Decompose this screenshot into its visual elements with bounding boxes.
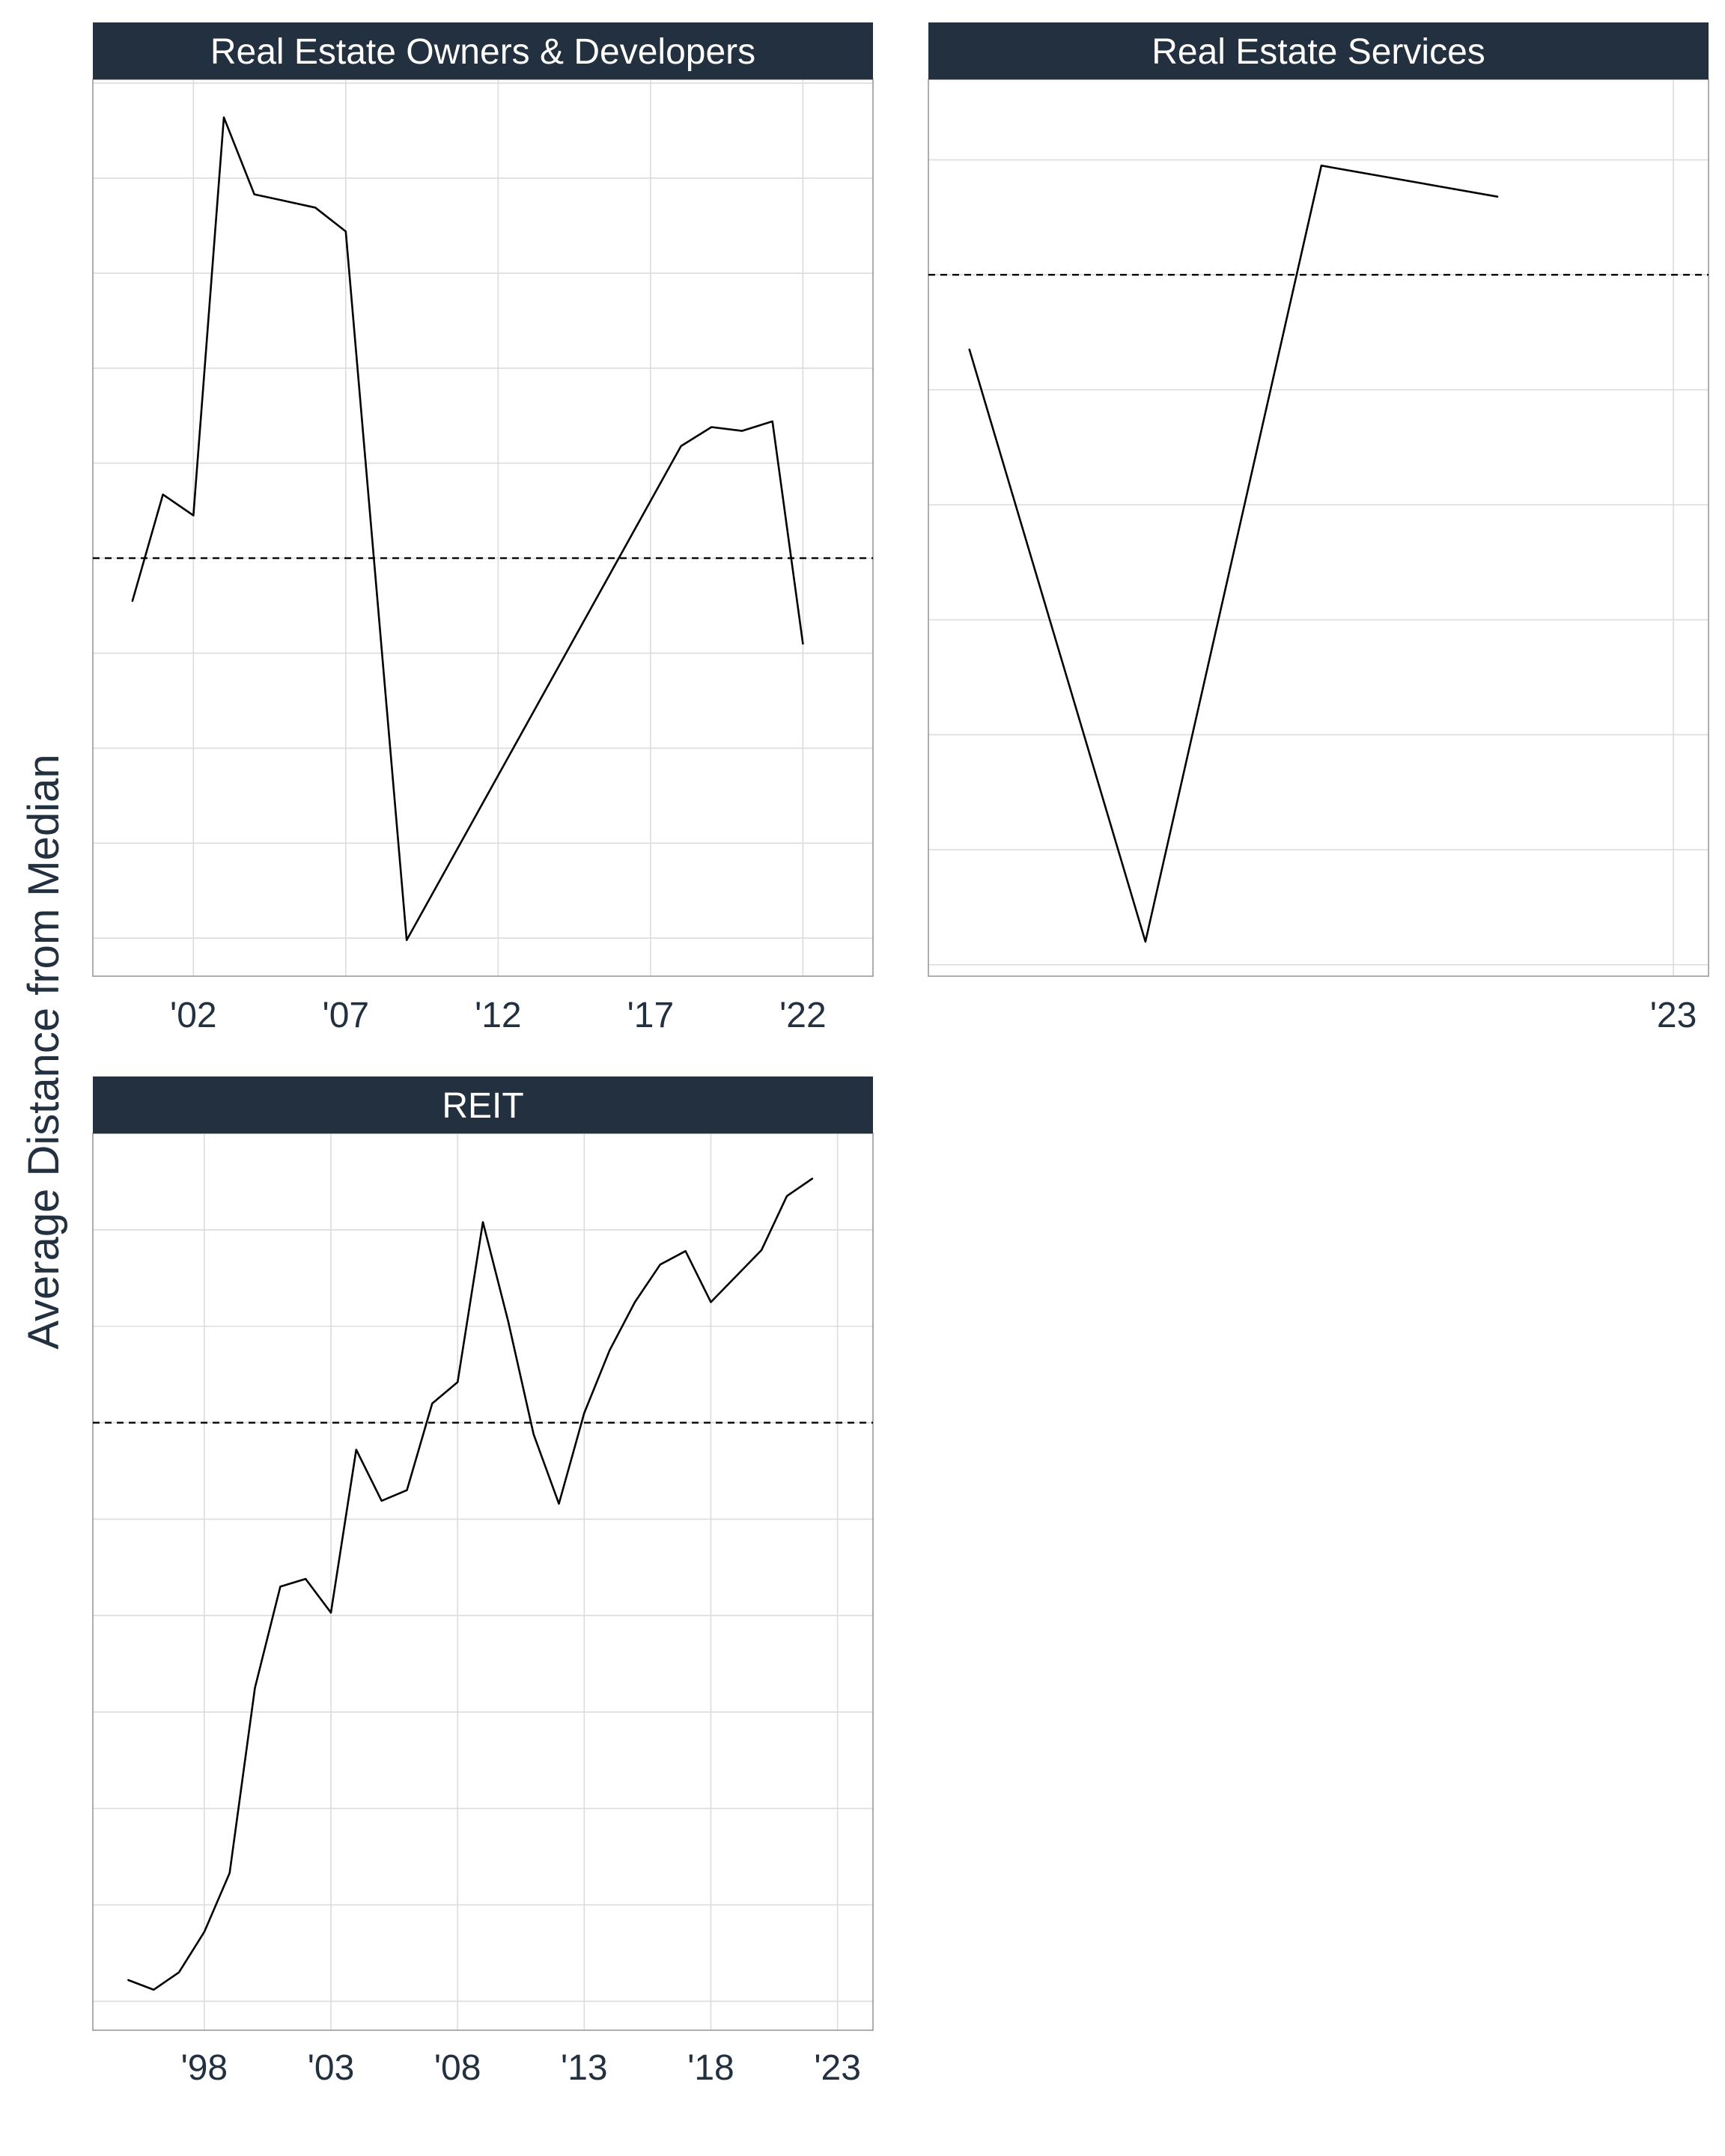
strip-header xyxy=(93,22,873,79)
series-line xyxy=(127,1178,814,1991)
data-point xyxy=(710,425,713,428)
data-point xyxy=(507,1320,510,1323)
data-point xyxy=(734,1275,737,1278)
data-point xyxy=(380,1499,383,1502)
data-point xyxy=(811,1178,814,1181)
data-point xyxy=(771,420,774,423)
x-tick-label: '02 xyxy=(170,996,217,1035)
data-point xyxy=(785,1195,788,1198)
x-tick-label: '08 xyxy=(434,2048,481,2088)
data-point xyxy=(177,1971,180,1974)
data-point xyxy=(152,1988,155,1991)
data-point xyxy=(1320,164,1323,167)
x-tick-label: '23 xyxy=(1650,996,1697,1035)
x-tick-label: '13 xyxy=(561,2048,608,2088)
data-point xyxy=(1496,195,1499,198)
data-point xyxy=(680,445,683,448)
data-point xyxy=(481,1221,484,1224)
data-point xyxy=(222,116,225,119)
data-point xyxy=(314,206,317,209)
data-point xyxy=(162,493,165,496)
data-point xyxy=(253,193,256,196)
data-point xyxy=(608,1349,611,1352)
x-tick-label: '03 xyxy=(308,2048,355,2088)
data-point xyxy=(344,230,347,233)
data-point xyxy=(406,1489,409,1492)
data-point xyxy=(659,1263,662,1266)
data-point xyxy=(203,1931,206,1934)
data-point xyxy=(968,348,971,351)
data-point xyxy=(1144,940,1147,943)
data-point xyxy=(760,1249,763,1252)
data-point xyxy=(709,1300,712,1303)
data-point xyxy=(254,1687,257,1690)
x-tick-label: '17 xyxy=(627,996,675,1035)
panel-1: Real Estate Owners & Developers '02 '07 '12… xyxy=(92,22,874,1035)
data-point xyxy=(127,1979,130,1982)
strip-header xyxy=(93,1077,873,1133)
x-tick-label: '98 xyxy=(181,2048,228,2088)
data-point xyxy=(431,1402,433,1405)
data-point xyxy=(131,600,134,603)
data-point xyxy=(355,1449,358,1452)
panel-title: Real Estate Services xyxy=(1151,32,1485,72)
x-tick-label: '07 xyxy=(323,996,370,1035)
series-line xyxy=(968,164,1499,943)
x-tick-label: '12 xyxy=(475,996,522,1035)
data-point xyxy=(532,1433,535,1436)
panel-title: REIT xyxy=(442,1086,523,1126)
panel-2: Real Estate Services '23 xyxy=(928,22,1709,1035)
data-point xyxy=(557,1502,560,1505)
data-point xyxy=(192,514,195,517)
x-tick-label: '22 xyxy=(779,996,827,1035)
chart-panels: Real Estate Owners & Developers '02 '07 '12… xyxy=(92,22,1709,2088)
data-point xyxy=(405,939,408,942)
data-point xyxy=(582,1412,585,1415)
strip-header xyxy=(928,22,1709,79)
panel-3: REIT '98 '03 '08 '13 '18 '23 xyxy=(92,1077,874,2088)
y-axis-label: Average Distance from Median xyxy=(19,754,68,1349)
x-tick-label: '23 xyxy=(814,2048,861,2088)
data-point xyxy=(801,642,804,645)
data-point xyxy=(279,1585,282,1588)
data-point xyxy=(456,1380,459,1383)
data-point xyxy=(633,1300,636,1303)
data-point xyxy=(283,199,286,202)
x-tick-label: '18 xyxy=(687,2048,734,2088)
data-point xyxy=(329,1611,332,1614)
series-line xyxy=(131,116,804,942)
data-point xyxy=(304,1577,307,1580)
data-point xyxy=(228,1872,231,1875)
data-point xyxy=(684,1249,687,1252)
data-point xyxy=(740,430,743,433)
panel-title: Real Estate Owners & Developers xyxy=(210,32,755,72)
